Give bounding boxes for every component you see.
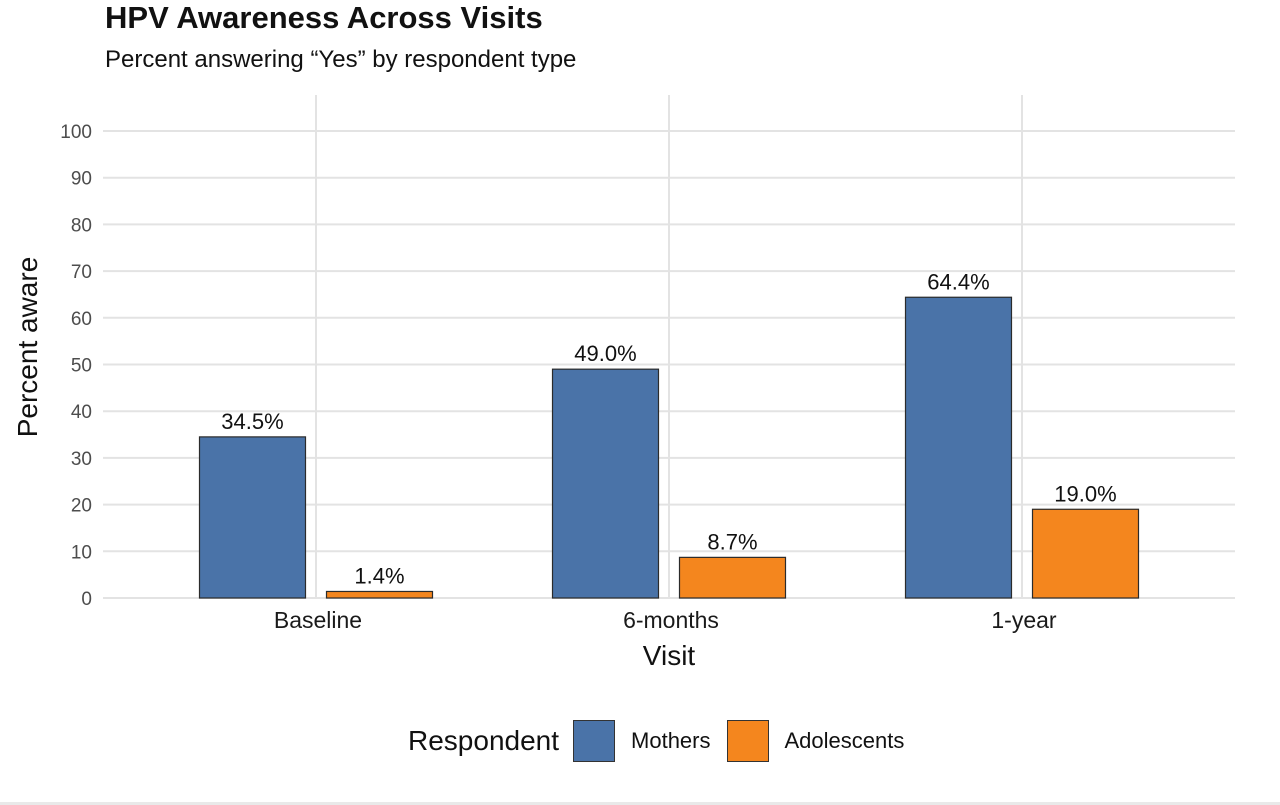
x-tick-label: 1-year [991, 607, 1057, 633]
legend-label-mothers: Mothers [631, 728, 711, 753]
y-axis-title: Percent aware [12, 257, 43, 438]
y-tick-label: 10 [71, 542, 92, 563]
y-tick-label: 70 [71, 262, 92, 283]
y-tick-label: 60 [71, 309, 92, 330]
data-label: 34.5% [221, 409, 283, 434]
x-tick-label: Baseline [274, 607, 362, 633]
chart-subtitle: Percent answering “Yes” by respondent ty… [105, 46, 577, 73]
bar-adolescents-baseline [325, 590, 434, 599]
bar-mothers-1-year [904, 296, 1013, 599]
x-tick-label: 6-months [623, 607, 719, 633]
legend: Respondent Mothers Adolescents [408, 719, 920, 763]
axes: 0 10 20 30 40 50 60 70 80 90 100 Baseline 6-months 1-… [60, 122, 1057, 633]
legend-label-adolescents: Adolescents [784, 728, 905, 753]
bar-mothers-6-months [551, 368, 660, 599]
data-labels: 34.5% 49.0% 64.4% 1.4% 8.7% 19.0% [221, 269, 1116, 588]
y-tick-label: 50 [71, 356, 92, 377]
chart-title: HPV Awareness Across Visits [105, 0, 543, 35]
bar-adolescents-6-months [678, 556, 787, 599]
y-tick-label: 90 [71, 169, 92, 190]
legend-title: Respondent [408, 725, 560, 756]
y-tick-label: 100 [60, 122, 92, 143]
bottom-divider [0, 802, 1280, 805]
data-label: 1.4% [354, 563, 404, 588]
y-tick-label: 20 [71, 496, 92, 517]
legend-swatch-adolescents [726, 720, 769, 762]
y-tick-label: 30 [71, 449, 92, 470]
data-label: 19.0% [1054, 481, 1116, 506]
data-label: 8.7% [707, 529, 757, 554]
data-label: 49.0% [574, 341, 636, 366]
y-tick-label: 0 [81, 589, 92, 610]
data-label: 64.4% [927, 269, 989, 294]
y-tick-label: 80 [71, 215, 92, 236]
bars [198, 296, 1140, 599]
legend-item-adolescents: Adolescents [726, 720, 905, 762]
grid-lines [103, 95, 1235, 599]
bar-mothers-baseline [198, 436, 307, 599]
bar-adolescents-1-year [1031, 508, 1140, 599]
legend-swatch-mothers [573, 720, 616, 762]
y-tick-label: 40 [71, 402, 92, 423]
x-axis-title: Visit [643, 640, 696, 671]
legend-item-mothers: Mothers [573, 720, 711, 762]
